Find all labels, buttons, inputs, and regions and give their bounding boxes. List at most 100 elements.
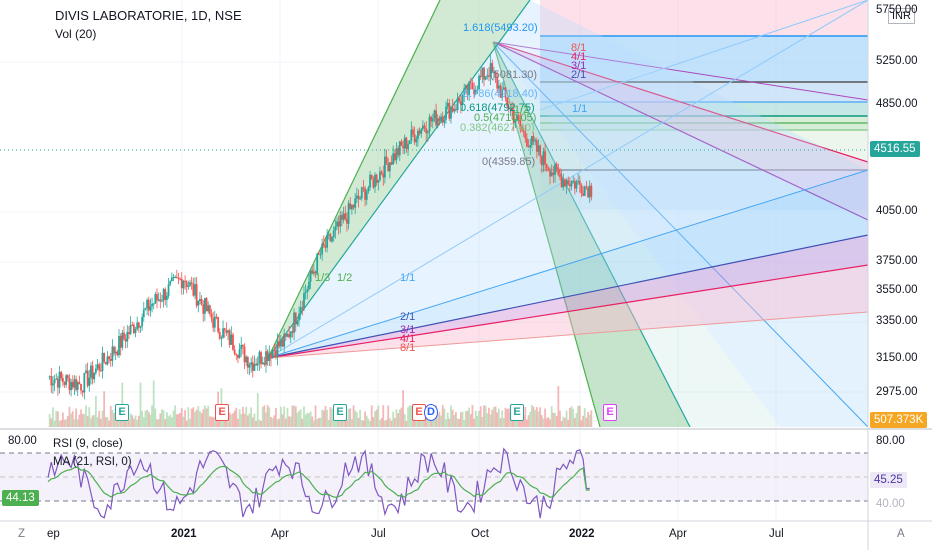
auto-scale-button[interactable]: A: [897, 528, 905, 540]
volume-bar: [238, 409, 241, 427]
candle-body: [372, 179, 375, 188]
candle-body: [281, 339, 284, 347]
candle-body: [202, 304, 205, 314]
volume-bar: [182, 416, 185, 427]
dividend-marker[interactable]: D: [424, 404, 438, 421]
earnings-marker[interactable]: E: [510, 404, 524, 421]
candle-body: [545, 164, 548, 169]
currency-badge[interactable]: INR: [888, 8, 915, 24]
candle-body: [565, 180, 568, 187]
volume-bar: [68, 406, 71, 427]
volume-bar: [241, 407, 244, 427]
volume-bar: [539, 407, 542, 427]
volume-bar: [293, 405, 295, 427]
rsi-tick-left: 80.00: [8, 435, 37, 447]
candle-body: [360, 187, 363, 199]
candle-body: [99, 370, 102, 372]
candle-body: [308, 281, 310, 290]
volume-bar: [142, 417, 145, 427]
rsi-pane: [0, 447, 868, 519]
candle-body: [241, 345, 244, 347]
volume-bar: [172, 410, 175, 427]
candle-body: [291, 331, 294, 333]
candle-body: [395, 148, 398, 161]
earnings-marker[interactable]: E: [215, 404, 229, 421]
candle-body: [134, 329, 137, 334]
volume-bar: [228, 412, 231, 427]
earnings-marker[interactable]: E: [333, 404, 347, 421]
gann-label: 1/3: [315, 272, 331, 284]
candle-body: [408, 140, 411, 145]
candle-body: [453, 109, 456, 112]
candle-body: [58, 371, 61, 388]
volume-bar: [443, 408, 446, 427]
candle-body: [474, 89, 477, 94]
candle-body: [57, 378, 59, 388]
candle-body: [327, 234, 330, 236]
candle-body: [380, 171, 383, 174]
candle-body: [552, 172, 555, 175]
volume-indicator-label[interactable]: Vol (20): [55, 27, 97, 41]
volume-bar: [585, 417, 588, 427]
candle-body: [298, 313, 300, 321]
rsi-indicator-label[interactable]: RSI (9, close): [53, 438, 123, 450]
volume-bar: [326, 409, 329, 427]
volume-bar: [316, 419, 319, 427]
volume-bar: [573, 418, 576, 427]
candle-body: [294, 312, 297, 325]
candle-body: [309, 270, 312, 282]
volume-bar: [445, 419, 447, 427]
earnings-marker[interactable]: E: [603, 404, 617, 421]
volume-bar: [481, 416, 484, 427]
volume-bar: [271, 418, 274, 427]
ma-indicator-label[interactable]: MA (21, RSI, 0): [53, 456, 132, 468]
volume-bar: [374, 411, 376, 427]
candle-body: [103, 352, 106, 362]
volume-bar: [195, 409, 198, 427]
candle-body: [53, 379, 56, 384]
volume-bar: [286, 407, 289, 427]
candle-body: [428, 116, 431, 132]
volume-bar: [332, 418, 335, 427]
candle-body: [562, 179, 565, 188]
candle-body: [572, 180, 575, 182]
price-candles: [48, 55, 593, 400]
volume-bar: [278, 418, 281, 427]
volume-bar: [436, 414, 439, 427]
candle-body: [445, 106, 447, 120]
volume-bar: [413, 419, 416, 427]
candle-body: [203, 298, 206, 314]
volume-bar: [170, 417, 173, 427]
candle-body: [496, 76, 499, 89]
candle-body: [420, 128, 423, 134]
volume-bar: [352, 405, 355, 427]
candle-body: [440, 116, 442, 121]
candle-body: [382, 173, 385, 178]
chart-symbol-title[interactable]: DIVIS LABORATORIE, 1D, NSE: [55, 8, 242, 23]
candle-body: [582, 193, 584, 196]
candle-body: [423, 125, 426, 129]
candle-body: [311, 270, 314, 274]
candle-body: [159, 299, 162, 302]
volume-bar: [514, 420, 517, 427]
candle-body: [402, 145, 404, 149]
zoom-button[interactable]: Z: [18, 528, 26, 540]
candle-body: [139, 326, 142, 328]
volume-bar: [557, 385, 560, 427]
price-tick: 5750.00: [876, 4, 918, 16]
candle-body: [129, 324, 132, 334]
candle-body: [377, 180, 380, 183]
candle-body: [266, 351, 269, 361]
price-tick: 4850.00: [876, 98, 918, 110]
volume-bar: [362, 420, 365, 427]
volume-bar: [260, 420, 262, 427]
volume-bar: [139, 382, 142, 427]
volume-bar: [317, 418, 320, 427]
candle-body: [588, 185, 591, 198]
candle-body: [329, 234, 332, 242]
candle-body: [71, 381, 74, 388]
candle-body: [446, 103, 449, 107]
candle-body: [73, 379, 76, 388]
candle-body: [96, 364, 99, 369]
earnings-marker[interactable]: E: [115, 404, 129, 421]
